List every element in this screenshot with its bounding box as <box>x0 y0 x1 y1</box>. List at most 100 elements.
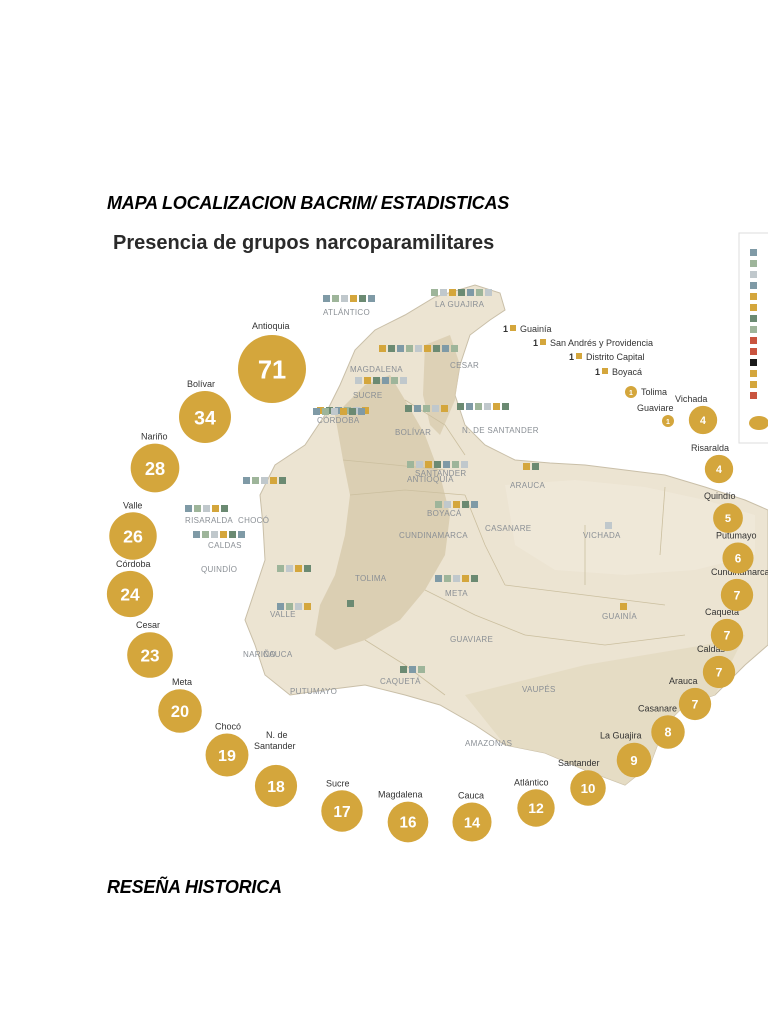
list-swatch-boyaca <box>602 368 608 374</box>
list-item-distrito-capital: 1 Distrito Capital <box>569 352 645 362</box>
group-square <box>212 505 219 512</box>
group-square <box>452 461 459 468</box>
group-square <box>358 408 365 415</box>
bubble-circle-cordoba <box>106 570 154 618</box>
bubble-value-atlantico: 12 <box>528 800 544 816</box>
group-square <box>435 501 442 508</box>
group-square <box>443 461 450 468</box>
map-label-arauca: ARAUCA <box>510 481 546 490</box>
bubble-value-quindio: 5 <box>725 513 731 525</box>
group-square <box>434 461 441 468</box>
square-cluster-2 <box>431 289 492 296</box>
marker-label-guaviare: Guaviare <box>637 403 674 413</box>
square-cluster-17 <box>277 603 311 610</box>
square-cluster-5 <box>317 407 369 414</box>
map-label-caldas: CALDAS <box>208 541 242 550</box>
bubble-circle-bolivar <box>179 391 231 443</box>
list-item-san-andres-y-providencia: 1 San Andrés y Providencia <box>533 338 653 348</box>
group-square <box>431 289 438 296</box>
bubble-value-sucre: 17 <box>333 804 350 821</box>
group-square <box>400 377 407 384</box>
square-cluster-3 <box>379 345 458 352</box>
marker-value-guaviare: 1 <box>666 419 670 426</box>
bubble-value-cauca: 14 <box>464 815 481 831</box>
legend-swatch <box>750 370 757 377</box>
bubble-label-arauca: Arauca <box>669 676 698 686</box>
marker-guaviare: 1 Guaviare <box>637 403 674 427</box>
group-square <box>484 403 491 410</box>
list-label-distrito-capital: Distrito Capital <box>586 352 645 362</box>
legend-swatch <box>750 271 757 278</box>
document-heading-map: MAPA LOCALIZACION BACRIM/ ESTADISTICAS <box>107 193 510 213</box>
narcoparamilitary-map-figure: Presencia de grupos narcoparamilitares <box>105 225 768 855</box>
map-label-cauca: CAUCA <box>263 650 293 659</box>
group-square <box>353 407 360 414</box>
legend-bubble <box>749 416 768 430</box>
bubble-value-cesar: 23 <box>141 646 160 665</box>
bubble-n-de-santander: 18 N. de Santander <box>254 730 298 808</box>
group-square <box>202 531 209 538</box>
bubble-circle-la-guajira <box>616 742 652 778</box>
single-count-list: 1 Guainía 1 San Andrés y Providencia 1 Distri… <box>503 324 653 377</box>
legend-swatch <box>750 260 757 267</box>
group-square <box>441 405 448 412</box>
group-square <box>252 477 259 484</box>
group-square <box>475 403 482 410</box>
list-label-guainia: Guainía <box>520 324 552 334</box>
bubble-value-risaralda: 4 <box>716 464 722 476</box>
group-square <box>471 575 478 582</box>
list-value-guainia: 1 <box>503 324 508 334</box>
bubble-meta: 20 Meta <box>158 677 202 733</box>
landmass-amazon <box>465 635 745 785</box>
bubble-circle-narino <box>130 443 180 493</box>
bubble-value-la-guajira: 9 <box>630 753 637 768</box>
bubble-circle-cundinamarca <box>720 578 754 612</box>
bubble-circle-putumayo <box>722 542 754 574</box>
map-label-meta: META <box>445 589 468 598</box>
bubble-caqueta: 7 Caquetá <box>705 607 744 652</box>
group-square <box>295 603 302 610</box>
bubble-arauca: 7 Arauca <box>669 676 712 721</box>
group-square <box>449 289 456 296</box>
list-swatch-guainia <box>510 325 516 331</box>
bubble-choco: 19 Chocó <box>205 722 249 777</box>
group-square <box>349 408 356 415</box>
group-square <box>229 531 236 538</box>
group-square <box>279 477 286 484</box>
bubble-circle-cauca <box>452 802 492 842</box>
bubble-circle-choco <box>205 733 249 777</box>
legend-swatch <box>750 359 757 366</box>
group-square <box>424 345 431 352</box>
bubble-value-santander: 10 <box>581 781 596 796</box>
map-label-cundinamarca: CUNDINAMARCA <box>399 531 468 540</box>
square-cluster-9 <box>407 461 468 468</box>
bubble-circle-cesar <box>127 632 173 678</box>
group-square <box>322 408 329 415</box>
map-label-putumayo: PUTUMAYO <box>290 687 337 696</box>
legend-swatch <box>750 282 757 289</box>
bubble-label-atlantico: Atlántico <box>514 777 549 787</box>
map-label-vaupes: VAUPÉS <box>522 685 556 694</box>
marker-tolima: 1 Tolima <box>625 386 667 398</box>
bubble-circle-risaralda <box>704 454 734 484</box>
bubble-value-meta: 20 <box>171 703 189 721</box>
document-heading-history: RESEÑA HISTORICA <box>107 877 282 897</box>
legend-swatch <box>750 304 757 311</box>
group-square <box>444 575 451 582</box>
group-square <box>340 408 347 415</box>
bubble-label-valle: Valle <box>123 500 142 510</box>
list-label-boyaca: Boyacá <box>612 367 642 377</box>
list-label-san-andres-y-providencia: San Andrés y Providencia <box>550 338 653 348</box>
map-label-bolivar: BOLÍVAR <box>395 428 431 437</box>
list-value-boyaca: 1 <box>595 367 600 377</box>
bubble-risaralda: 4 Risaralda <box>691 443 734 484</box>
marker-circle-tolima <box>625 386 637 398</box>
square-cluster-7 <box>457 403 509 410</box>
group-square <box>364 377 371 384</box>
bubble-value-casanare: 8 <box>665 726 672 740</box>
group-square <box>270 477 277 484</box>
group-square <box>476 289 483 296</box>
group-square <box>203 505 210 512</box>
bubble-atlantico: 12 Atlántico <box>514 777 555 827</box>
square-cluster-10 <box>523 463 539 470</box>
